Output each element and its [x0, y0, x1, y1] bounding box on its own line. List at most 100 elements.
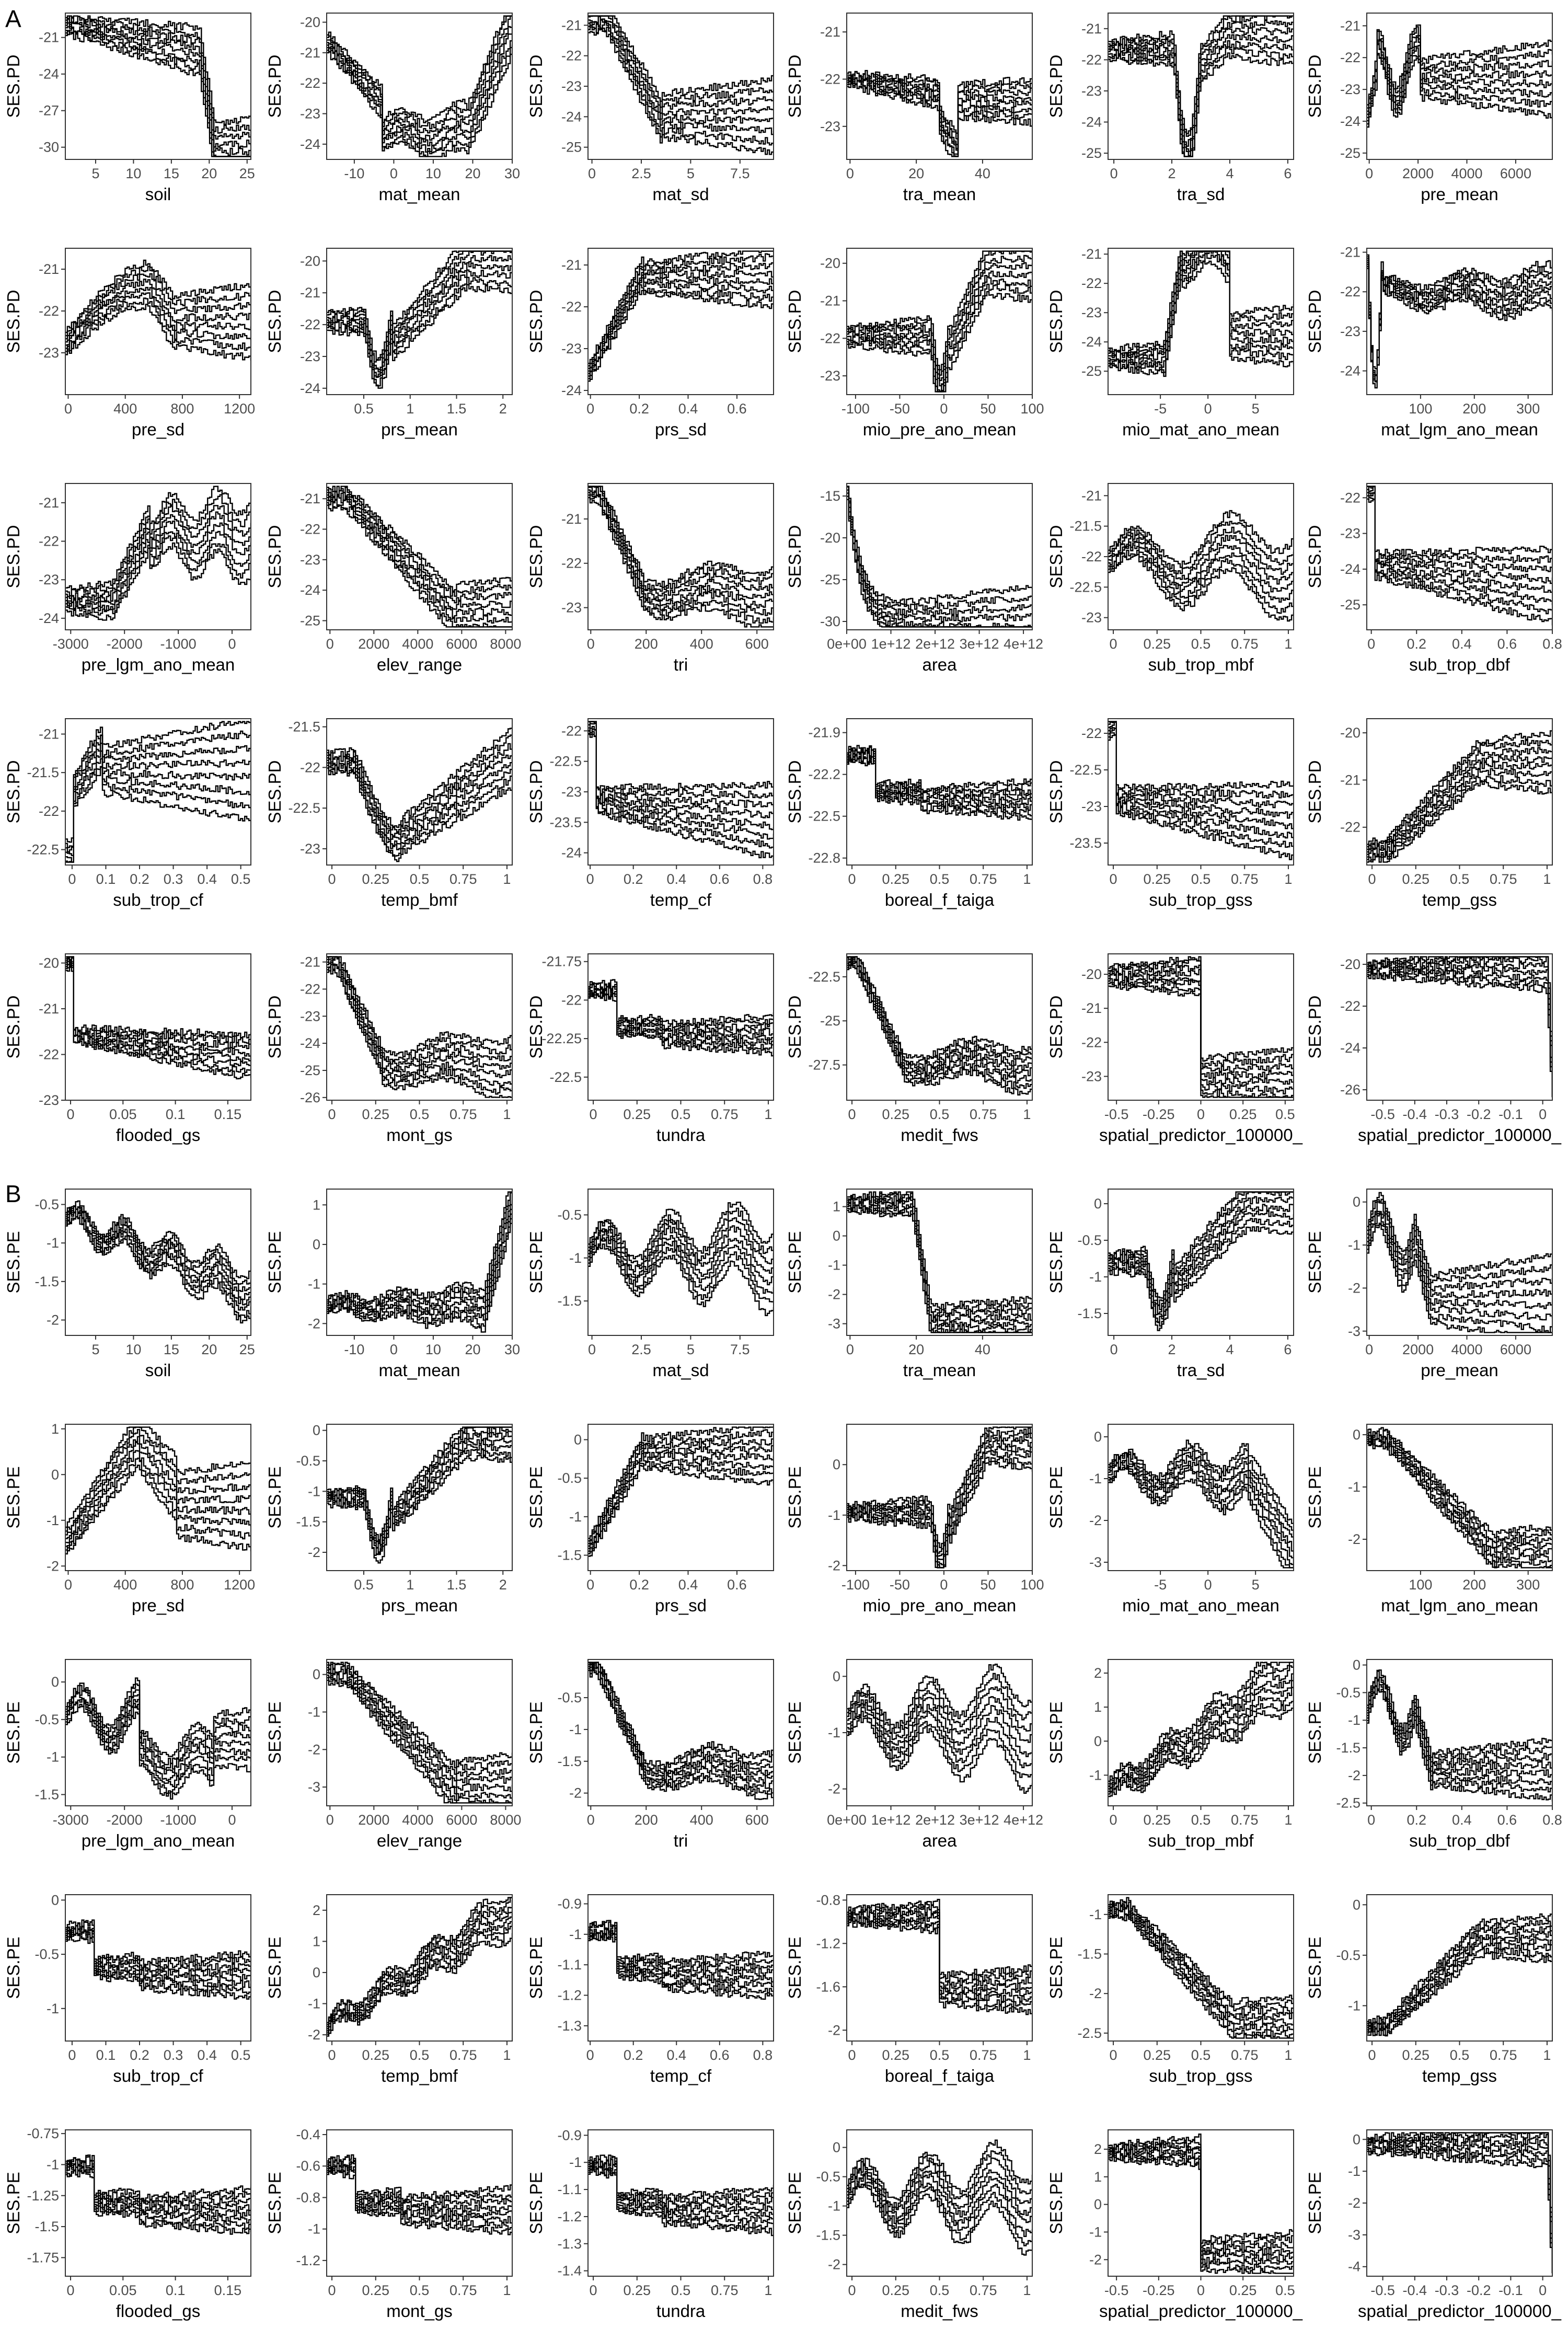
y-tick-label: -24: [1340, 363, 1361, 379]
x-tick-label: 30: [504, 166, 520, 181]
series-line: [588, 1932, 774, 1987]
y-axis-title: SES.PE: [4, 2172, 23, 2234]
series-line: [1367, 42, 1552, 118]
y-tick-label: -21.5: [27, 765, 59, 780]
y-tick-label: -1.1: [557, 2182, 582, 2197]
x-tick-label: 400: [113, 1577, 137, 1593]
series-line: [1367, 486, 1552, 572]
y-tick-label: -21: [820, 293, 840, 309]
x-tick-label: -0.4: [1403, 1106, 1427, 1122]
x-tick-label: 0: [586, 871, 594, 887]
y-axis-title: SES.PD: [1046, 290, 1066, 353]
y-tick-label: -3: [828, 1316, 840, 1332]
series-line: [65, 15, 251, 125]
y-axis-title: SES.PE: [265, 1936, 284, 1999]
y-tick-label: -0.4: [296, 2127, 320, 2142]
x-tick-label: 1: [1284, 871, 1292, 887]
x-axis-title: tra_sd: [1177, 185, 1225, 204]
x-tick-label: 0.1: [96, 2047, 116, 2063]
plot-border: [65, 2129, 251, 2277]
series-line: [588, 1429, 774, 1542]
series-line: [327, 1897, 512, 2023]
series-line: [327, 1668, 512, 1788]
series-line: [588, 987, 774, 1041]
y-tick-label: 1: [313, 1197, 320, 1213]
series-line: [847, 746, 1032, 795]
x-tick-label: 0: [590, 2282, 597, 2298]
series-line: [1367, 44, 1552, 122]
y-tick-label: 0: [1353, 1427, 1361, 1443]
series-line: [327, 734, 512, 834]
x-tick-label: 0.5: [1191, 636, 1211, 652]
y-tick-label: -24: [561, 109, 582, 124]
y-tick-label: -3: [1089, 1554, 1102, 1570]
series-line: [65, 956, 251, 1044]
subplot-a-sub-trop-mbf: 0 0.25 0.5 0.75 1 -21 -21.5 -22 -22.5 -23 sub_trop…: [1046, 483, 1294, 674]
x-tick-label: 1: [1284, 636, 1292, 652]
series-line: [1108, 250, 1294, 368]
x-tick-label: 4e+12: [1004, 1812, 1043, 1828]
series-group: [588, 250, 774, 382]
series-group: [1367, 956, 1552, 1098]
subplot-b-tra-mean: 0 20 40 1 0 -1 -2 -3 tra_mean SES.PE: [785, 1189, 1033, 1380]
subplot-a-soil: 5 10 15 20 25 -21 -24 -27 -30 soil SES.PD: [4, 13, 255, 204]
y-tick-label: -0.5: [1336, 1947, 1361, 1963]
y-axis-title: SES.PD: [265, 54, 284, 118]
y-axis-title: SES.PE: [265, 1466, 284, 1528]
x-tick-label: 0.5: [1191, 2047, 1211, 2063]
x-axis-title: sub_trop_cf: [113, 890, 203, 909]
x-tick-label: 6000: [446, 636, 477, 652]
series-line: [327, 269, 512, 378]
x-tick-label: 1200: [224, 1577, 255, 1593]
y-tick-label: -2: [1089, 1513, 1102, 1528]
x-tick-label: 1: [406, 1577, 414, 1593]
x-axis-title: pre_sd: [132, 1596, 185, 1615]
series-line: [847, 70, 1032, 134]
x-tick-label: 0.4: [666, 2047, 686, 2063]
y-tick-label: -0.5: [1077, 1232, 1102, 1248]
series-line: [588, 1932, 774, 1993]
series-group: [847, 1899, 1032, 2015]
series-line: [588, 979, 774, 1027]
x-tick-label: 1.5: [447, 1577, 467, 1593]
x-axis-title: tundra: [656, 1125, 706, 1145]
series-line: [65, 956, 251, 1050]
x-tick-label: 2000: [1402, 166, 1434, 181]
x-axis-title: soil: [145, 185, 171, 204]
x-tick-label: 0.25: [1402, 2047, 1429, 2063]
y-tick-label: -22: [1081, 275, 1102, 291]
y-tick-label: -24: [300, 582, 320, 598]
y-axis-title: SES.PD: [1046, 995, 1066, 1058]
series-line: [65, 1921, 251, 1970]
y-tick-label: -24: [1340, 113, 1361, 129]
y-tick-label: -1: [1348, 1998, 1361, 2013]
series-line: [65, 18, 251, 140]
subplot-b-elev-range: 0 2000 4000 6000 8000 0 -1 -2 -3 elev_range SES.PE: [265, 1659, 521, 1850]
series-line: [1367, 956, 1552, 1076]
y-tick-label: -22: [1340, 998, 1361, 1014]
x-tick-label: 25: [239, 1342, 255, 1357]
series-group: [847, 745, 1032, 821]
x-tick-label: 0.25: [1143, 1812, 1171, 1828]
series-line: [588, 1927, 774, 1978]
series-line: [1108, 46, 1294, 157]
x-tick-label: 0.75: [970, 2282, 997, 2298]
series-line: [327, 1191, 512, 1304]
x-tick-label: 1: [1023, 2047, 1031, 2063]
x-tick-label: 100: [1020, 401, 1044, 417]
y-tick-label: -0.5: [34, 1712, 59, 1727]
series-line: [847, 757, 1032, 821]
x-tick-label: 0.75: [1231, 2047, 1259, 2063]
subplot-a-pre-sd: 0 400 800 1200 -21 -22 -23 pre_sd SES.PD: [4, 248, 255, 439]
plot-border: [1366, 1424, 1553, 1571]
series-line: [65, 292, 251, 350]
x-tick-label: 2e+12: [915, 636, 955, 652]
x-tick-label: 0: [328, 2047, 336, 2063]
series-line: [847, 961, 1032, 1084]
x-tick-label: -50: [890, 401, 910, 417]
x-tick-label: 1: [764, 1106, 772, 1122]
y-tick-label: -0.5: [1336, 1685, 1361, 1700]
y-tick-label: -1: [1089, 1767, 1102, 1783]
y-tick-label: -1: [569, 1927, 582, 1942]
series-line: [65, 273, 251, 340]
